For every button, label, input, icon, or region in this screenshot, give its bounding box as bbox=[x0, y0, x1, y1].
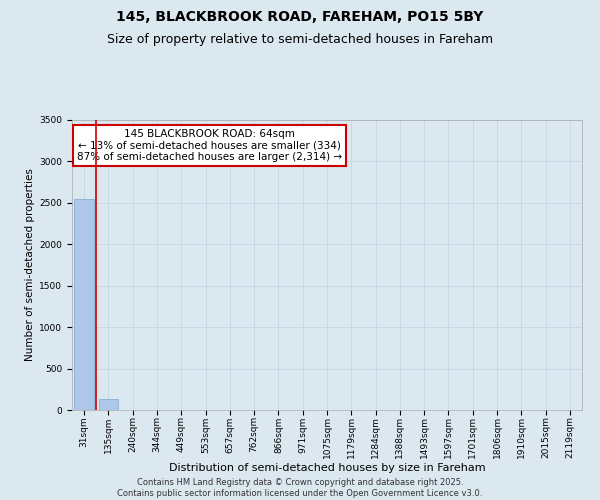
Text: 145 BLACKBROOK ROAD: 64sqm
← 13% of semi-detached houses are smaller (334)
87% o: 145 BLACKBROOK ROAD: 64sqm ← 13% of semi… bbox=[77, 128, 342, 162]
Text: Contains HM Land Registry data © Crown copyright and database right 2025.
Contai: Contains HM Land Registry data © Crown c… bbox=[118, 478, 482, 498]
Bar bbox=[74, 198, 94, 410]
Bar bbox=[99, 399, 118, 410]
Text: Size of property relative to semi-detached houses in Fareham: Size of property relative to semi-detach… bbox=[107, 32, 493, 46]
Text: 145, BLACKBROOK ROAD, FAREHAM, PO15 5BY: 145, BLACKBROOK ROAD, FAREHAM, PO15 5BY bbox=[116, 10, 484, 24]
X-axis label: Distribution of semi-detached houses by size in Fareham: Distribution of semi-detached houses by … bbox=[169, 462, 485, 472]
Y-axis label: Number of semi-detached properties: Number of semi-detached properties bbox=[25, 168, 35, 362]
